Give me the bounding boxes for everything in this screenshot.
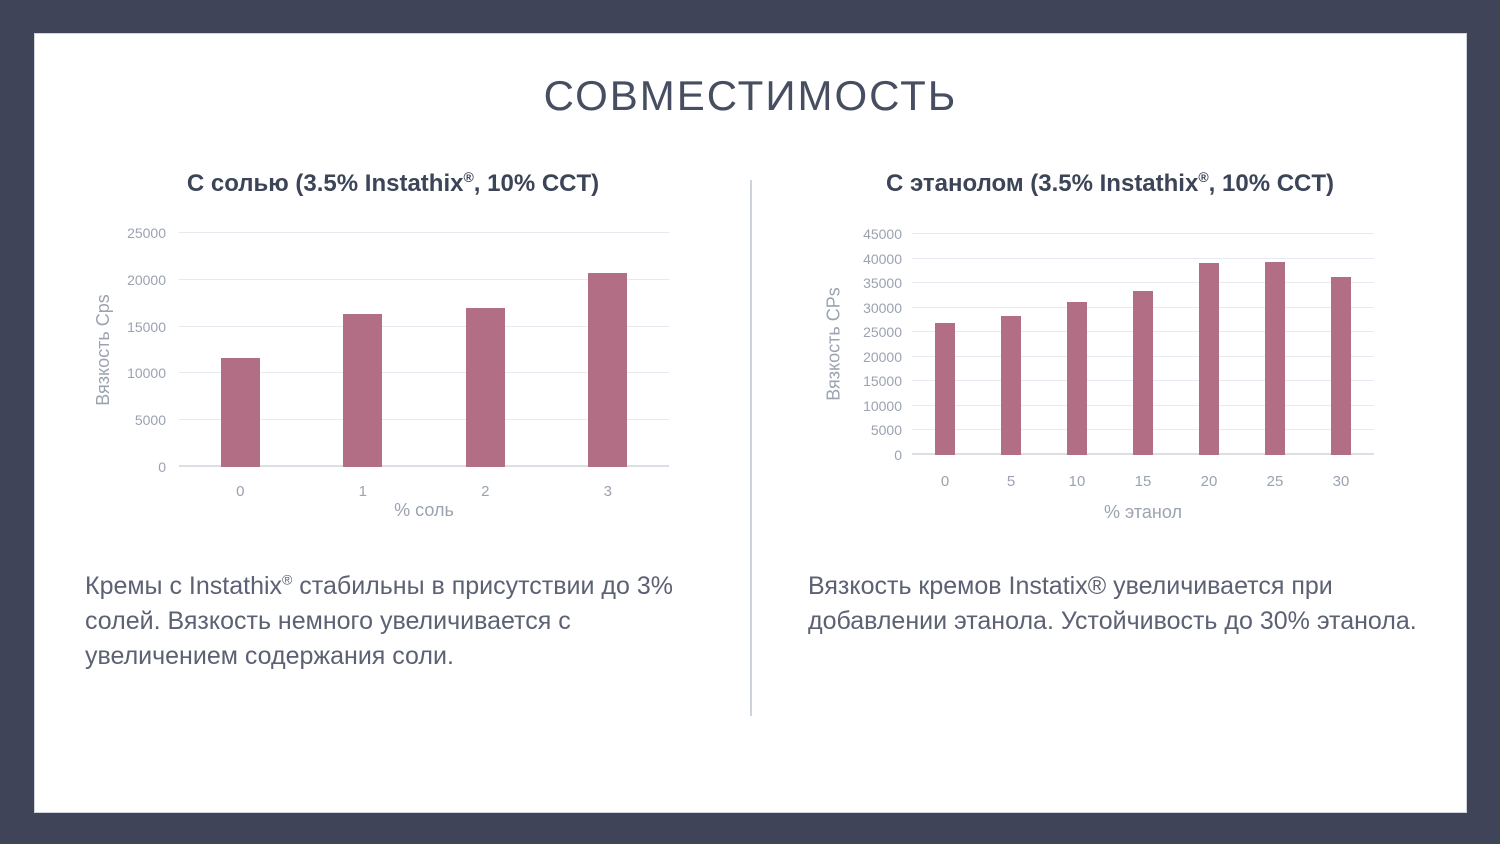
gridline (912, 257, 1374, 259)
bar (343, 313, 383, 467)
heading-text: С солью (3.5% Instathix (186, 170, 464, 197)
bar (935, 323, 955, 455)
gridline (179, 372, 669, 374)
x-tick-label: 5 (1006, 473, 1016, 490)
salt-body-text: Кремы с Instathix® стабильны в присутств… (85, 569, 715, 674)
registered-mark: ® (282, 571, 293, 588)
x-tick-label: 0 (940, 473, 950, 490)
salt-x-axis-title: % соль (394, 500, 454, 520)
bar (465, 307, 505, 467)
registered-mark: ® (1198, 169, 1209, 185)
y-tick-label: 10000 (863, 397, 902, 414)
ethanol-panel: С этанолом (3.5% Instathix®, 10% CCT) Вя… (752, 34, 1468, 812)
gridline (179, 419, 669, 421)
bar (1265, 262, 1285, 455)
gridline (912, 233, 1374, 234)
bar (1199, 262, 1219, 455)
x-tick-label: 0 (236, 483, 245, 500)
bar (1001, 316, 1021, 455)
bar (1331, 276, 1351, 455)
gridline (179, 232, 669, 233)
x-tick-label: 10 (1068, 473, 1086, 490)
y-tick-label: 20000 (863, 348, 902, 365)
y-tick-label: 0 (894, 447, 902, 463)
y-tick-label: 15000 (863, 373, 902, 390)
y-tick-label: 40000 (863, 250, 902, 267)
x-tick-label: 25 (1266, 473, 1284, 490)
registered-mark: ® (463, 169, 474, 185)
slide-title: СОВМЕСТИМОСТЬ (543, 72, 958, 119)
y-tick-label: 30000 (863, 299, 902, 316)
bar (1067, 302, 1087, 455)
gridline (179, 325, 669, 327)
y-tick-label: 20000 (127, 271, 166, 288)
slide-card: СОВМЕСТИМОСТЬ С солью (3.5% Instathix®, … (34, 33, 1467, 813)
body-text-part: стабильны в присутствии до 3% солей. Вяз… (85, 572, 673, 670)
y-tick-label: 10000 (127, 365, 166, 382)
x-tick-label: 2 (481, 483, 490, 500)
y-tick-label: 5000 (134, 412, 166, 429)
x-tick-label: 20 (1200, 473, 1218, 490)
bar (1133, 291, 1153, 455)
plot-area (179, 232, 669, 467)
divider-line (750, 180, 752, 716)
x-tick-label: 15 (1134, 473, 1152, 490)
x-axis-line (179, 465, 669, 467)
y-tick-label: 15000 (127, 318, 166, 335)
ethanol-chart-heading: С этанолом (3.5% Instathix®, 10% CCT) (752, 164, 1468, 204)
x-tick-label: 1 (358, 483, 367, 500)
bar (588, 273, 628, 467)
y-tick-label: 0 (158, 459, 166, 475)
heading-text: , 10% CCT) (1208, 170, 1335, 197)
y-tick-label: 45000 (863, 226, 902, 242)
gridline (912, 282, 1374, 284)
heading-text: , 10% CCT) (473, 170, 600, 197)
ethanol-y-axis-title: Вязкость CPs (823, 287, 843, 401)
ethanol-body-text: Вязкость кремов Instatix® увеличивается … (808, 572, 1417, 635)
salt-panel: С солью (3.5% Instathix®, 10% CCT) Вязко… (35, 34, 751, 812)
y-tick-label: 25000 (127, 225, 166, 241)
ethanol-x-axis-title: % этанол (1104, 502, 1182, 522)
salt-y-axis-title: Вязкость Cps (93, 294, 113, 406)
x-tick-label: 30 (1332, 473, 1350, 490)
body-text-part: Кремы с Instathix (85, 572, 283, 600)
gridline (179, 278, 669, 280)
salt-chart-heading: С солью (3.5% Instathix®, 10% CCT) (35, 164, 751, 204)
x-tick-label: 3 (603, 483, 612, 500)
heading-text: С этанолом (3.5% Instathix (885, 170, 1199, 197)
y-tick-label: 25000 (863, 324, 902, 341)
bar (220, 357, 260, 467)
plot-area (912, 233, 1374, 455)
y-tick-label: 35000 (863, 275, 902, 292)
y-tick-label: 5000 (870, 422, 902, 439)
